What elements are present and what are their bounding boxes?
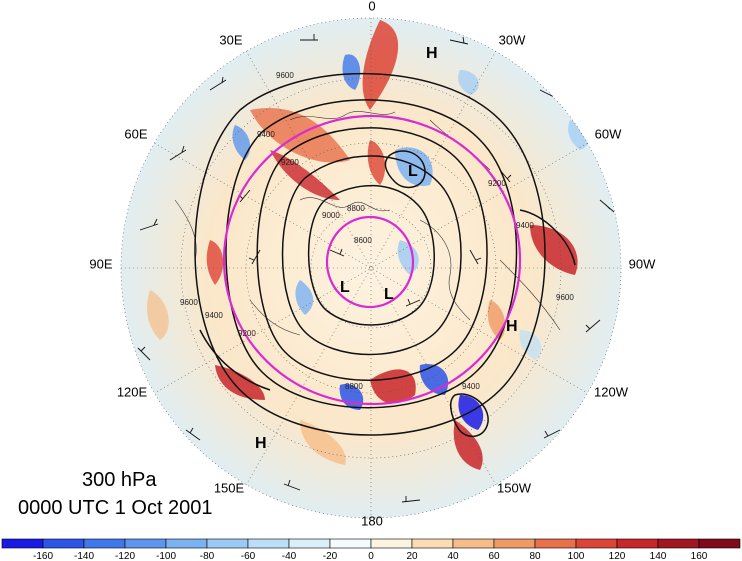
inner-magenta-circle bbox=[325, 215, 415, 309]
contour-label: 9200 bbox=[488, 179, 506, 188]
colorbar-tick-label: 80 bbox=[529, 551, 541, 561]
height-contours bbox=[194, 73, 576, 437]
colorbar-tick-label: -160 bbox=[33, 551, 53, 561]
longitude-label-90e: 90E bbox=[89, 256, 113, 272]
longitude-label-180: 180 bbox=[361, 513, 383, 529]
contour-label: 9400 bbox=[462, 382, 480, 391]
colorbar: -160 -140 -120 -100 -80 -60 -40 -20 0 20 40 60 80 100… bbox=[1, 538, 741, 561]
colorbar-swatch bbox=[616, 538, 659, 549]
colorbar-tick-label: -140 bbox=[74, 551, 94, 561]
colorbar-tick-label: 0 bbox=[368, 551, 374, 561]
colorbar-swatch bbox=[124, 538, 167, 549]
pressure-center-h-north: H bbox=[426, 45, 438, 62]
contour-label: 9600 bbox=[556, 293, 574, 302]
longitude-label-120w: 120W bbox=[594, 384, 628, 400]
colorbar-swatch bbox=[288, 538, 331, 549]
colorbar-tick-label: -120 bbox=[115, 551, 135, 561]
longitude-label-90w: 90W bbox=[628, 256, 656, 272]
longitude-label-120e: 120E bbox=[116, 384, 148, 400]
contour-label: 9400 bbox=[205, 311, 223, 320]
contour-label: 9600 bbox=[276, 71, 294, 80]
colorbar-swatch bbox=[493, 538, 536, 549]
colorbar-swatch bbox=[42, 538, 85, 549]
map-title-time: 0000 UTC 1 Oct 2001 bbox=[18, 497, 213, 519]
colorbar-swatch bbox=[657, 538, 700, 549]
colorbar-swatch bbox=[83, 538, 126, 549]
colorbar-swatch bbox=[575, 538, 618, 549]
longitude-label-30e: 30E bbox=[219, 32, 243, 48]
outer-magenta-circle bbox=[222, 114, 522, 406]
colorbar-tick-label: 40 bbox=[447, 551, 459, 561]
colorbar-tick-label: -100 bbox=[156, 551, 176, 561]
contour-label: 9400 bbox=[516, 221, 534, 230]
contour-label: 8600 bbox=[354, 236, 372, 245]
contour-labels: 9600 9400 9200 9000 8800 8600 9600 9400 … bbox=[180, 71, 574, 391]
colorbar-tick-label: -20 bbox=[323, 551, 338, 561]
colorbar-tick-label: 160 bbox=[691, 551, 708, 561]
pressure-center-h-south: H bbox=[255, 435, 267, 452]
contour-label: 9000 bbox=[322, 211, 340, 220]
reference-circles bbox=[222, 114, 522, 406]
contour-label: 8800 bbox=[345, 382, 363, 391]
pressure-center-l-pole-left: L bbox=[340, 279, 350, 296]
longitude-label-60w: 60W bbox=[594, 126, 622, 142]
contour-label: 9400 bbox=[257, 130, 275, 139]
colorbar-swatch bbox=[206, 538, 249, 549]
colorbar-swatch bbox=[165, 538, 208, 549]
colorbar-swatch bbox=[329, 538, 372, 549]
colorbar-tick-label: -40 bbox=[282, 551, 297, 561]
colorbar-swatch bbox=[452, 538, 495, 549]
contour-label: 9200 bbox=[238, 329, 256, 338]
pressure-center-h-east: H bbox=[506, 318, 518, 335]
pressure-centers: H L L L H H bbox=[255, 45, 518, 452]
longitude-label-150e: 150E bbox=[213, 480, 245, 496]
contour-label: 8800 bbox=[347, 204, 365, 213]
colorbar-swatch bbox=[411, 538, 454, 549]
colorbar-tick-label: -60 bbox=[241, 551, 256, 561]
longitude-label-150w: 150W bbox=[497, 480, 531, 496]
colorbar-swatch bbox=[698, 538, 741, 549]
longitude-label-60e: 60E bbox=[124, 126, 148, 142]
colorbar-swatch bbox=[534, 538, 577, 549]
colorbar-swatch bbox=[247, 538, 290, 549]
colorbar-swatch bbox=[370, 538, 413, 549]
longitude-label-30w: 30W bbox=[498, 32, 526, 48]
pressure-center-l-north: L bbox=[408, 163, 418, 180]
contour-label: 9200 bbox=[281, 158, 299, 167]
colorbar-tick-label: 60 bbox=[488, 551, 500, 561]
contour-label: 9600 bbox=[180, 298, 198, 307]
colorbar-tick-label: 140 bbox=[650, 551, 667, 561]
colorbar-swatch bbox=[1, 538, 44, 549]
colorbar-tick-label: 100 bbox=[568, 551, 585, 561]
colorbar-tick-label: 120 bbox=[609, 551, 626, 561]
colorbar-tick-label: -80 bbox=[200, 551, 215, 561]
pressure-center-l-pole-right: L bbox=[384, 286, 394, 303]
colorbar-tick-label: 20 bbox=[406, 551, 418, 561]
longitude-label-0: 0 bbox=[368, 0, 376, 14]
map-title-level: 300 hPa bbox=[82, 469, 157, 491]
